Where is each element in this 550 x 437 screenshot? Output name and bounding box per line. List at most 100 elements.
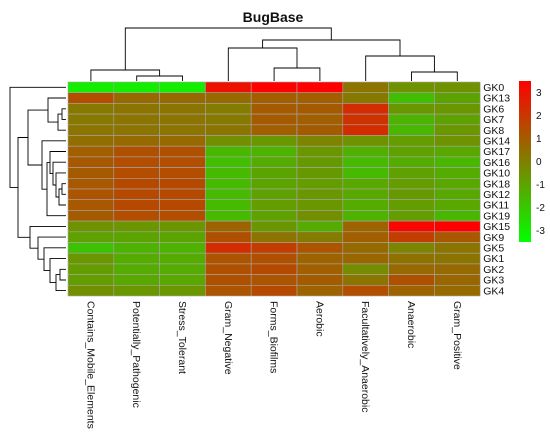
- column-dendrogram-branch: [273, 67, 321, 81]
- row-dendrogram-branch: [58, 188, 66, 206]
- heatmap-cell: [342, 274, 389, 286]
- row-label: GK11: [483, 200, 509, 212]
- heatmap-cell: [159, 263, 206, 275]
- heatmap-cell: [250, 113, 298, 126]
- heatmap-cell: [296, 124, 344, 136]
- heatmap-cell: [250, 145, 298, 158]
- row-label: GK13: [483, 93, 510, 105]
- heatmap-cell: [113, 124, 160, 136]
- row-dendrogram-branch: [61, 183, 66, 195]
- heatmap-cell: [296, 242, 344, 254]
- heatmap-cell: [159, 145, 206, 158]
- row-label: GK3: [483, 275, 504, 287]
- heatmap-cell: [67, 113, 115, 126]
- heatmap-cell: [250, 92, 298, 104]
- heatmap-cell: [205, 124, 252, 136]
- heatmap-cell: [342, 145, 389, 158]
- heatmap-cell: [250, 242, 298, 254]
- colorbar-tick-label: -3: [536, 226, 545, 237]
- heatmap-cell: [388, 210, 435, 222]
- heatmap-cell: [67, 103, 115, 115]
- heatmap-cell: [113, 242, 160, 254]
- heatmap-cell: [434, 188, 481, 200]
- heatmap-cell: [434, 274, 481, 286]
- heatmap-cell: [205, 220, 252, 233]
- heatmap-cell: [205, 242, 252, 254]
- column-label: Aerobic: [313, 301, 325, 337]
- heatmap-cell: [250, 263, 298, 275]
- column-label: Stress_Tolerant: [176, 301, 188, 374]
- column-label: Forms_Biofilms: [268, 301, 280, 373]
- row-label: GK2: [483, 264, 504, 276]
- heatmap-cell: [205, 199, 252, 211]
- heatmap-cell: [388, 135, 435, 147]
- heatmap-cell: [342, 81, 389, 93]
- heatmap-cell: [113, 274, 160, 286]
- heatmap-cell: [388, 145, 435, 158]
- row-dendrogram: [9, 86, 66, 292]
- heatmap-cell: [342, 242, 389, 254]
- heatmap-cell: [434, 220, 481, 233]
- heatmap-cell: [159, 167, 206, 179]
- heatmap-cell: [159, 156, 206, 168]
- heatmap-cell: [296, 156, 344, 168]
- colorbar-legend: 3 2 1 0 -1 -2 -3: [519, 81, 545, 242]
- heatmap-cell: [159, 231, 206, 243]
- row-label: GK6: [483, 103, 504, 115]
- heatmap-cell: [205, 263, 252, 275]
- heatmap-cell: [388, 199, 435, 211]
- heatmap-cell: [388, 92, 435, 104]
- heatmap-cell: [113, 188, 160, 200]
- row-dendrogram-branch: [55, 172, 66, 198]
- heatmap-cell: [113, 145, 160, 158]
- row-dendrogram-branch: [27, 109, 48, 166]
- heatmap-cell: [434, 210, 481, 222]
- heatmap-cell: [159, 284, 206, 297]
- heatmap-cell: [434, 124, 481, 136]
- heatmap-cell: [250, 284, 298, 297]
- column-dendrogram-branch: [124, 27, 332, 70]
- heatmap-cell: [250, 178, 298, 190]
- heatmap-cell: [388, 252, 435, 265]
- heatmap-cell: [250, 188, 298, 200]
- heatmap-cell: [205, 210, 252, 222]
- heatmap-cell: [113, 210, 160, 222]
- column-dendrogram: [90, 27, 458, 81]
- heatmap-cell: [113, 284, 160, 297]
- row-dendrogram-branch: [47, 97, 66, 123]
- row-labels: GK0GK13GK6GK7GK8GK14GK17GK16GK10GK18GK12…: [483, 82, 510, 297]
- chart-title: BugBase: [243, 9, 304, 25]
- row-label: GK10: [483, 168, 510, 180]
- heatmap-cell: [250, 231, 298, 243]
- heatmap-cell: [250, 81, 298, 93]
- heatmap-cell: [113, 135, 160, 147]
- column-dendrogram-branch: [90, 69, 161, 81]
- heatmap-cell: [388, 167, 435, 179]
- colorbar-tick-label: 2: [536, 111, 542, 122]
- heatmap-cell: [434, 145, 481, 158]
- colorbar-tick-label: -1: [536, 180, 545, 191]
- column-dendrogram-branch: [365, 55, 435, 81]
- heatmap-cell: [250, 210, 298, 222]
- heatmap-cell: [205, 113, 252, 126]
- heatmap-cell: [342, 284, 389, 297]
- heatmap-cell: [434, 252, 481, 265]
- heatmap-cell: [205, 156, 252, 168]
- heatmap-cell: [296, 274, 344, 286]
- row-label: GK12: [483, 189, 510, 201]
- heatmap-cell: [159, 81, 206, 93]
- heatmap-cell: [205, 231, 252, 243]
- heatmap-cell: [113, 167, 160, 179]
- heatmap-cell: [434, 135, 481, 147]
- heatmap-cell: [159, 252, 206, 265]
- heatmap-cell: [159, 188, 206, 200]
- heatmap-cell: [159, 274, 206, 286]
- heatmap-cell: [205, 92, 252, 104]
- heatmap-cell: [250, 252, 298, 265]
- heatmap-cell: [205, 274, 252, 286]
- heatmap-cell: [67, 242, 115, 254]
- row-label: GK16: [483, 157, 510, 169]
- heatmap-cell: [67, 124, 115, 136]
- row-label: GK9: [483, 232, 504, 244]
